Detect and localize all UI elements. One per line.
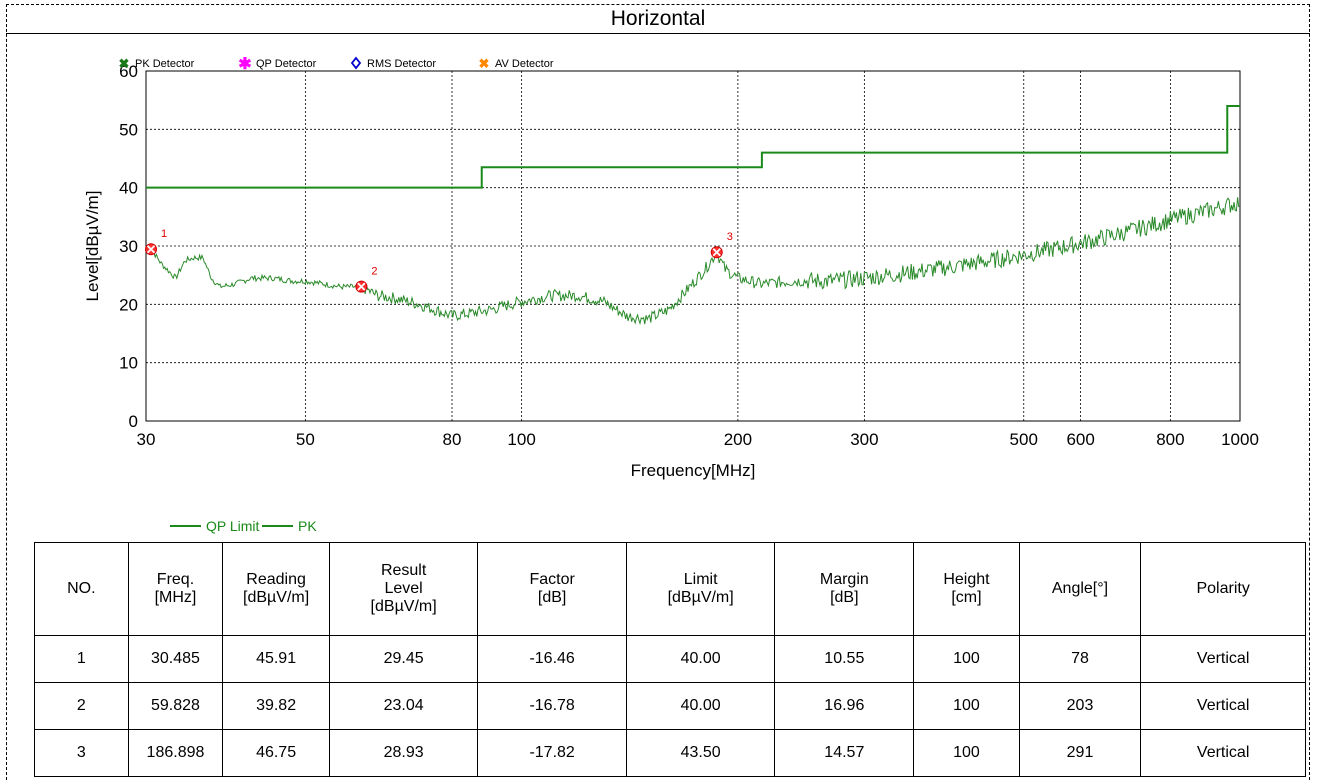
table-cell: 39.82 [222,682,330,730]
series-line-qp-limit [146,105,1240,189]
x-tick-label: 600 [1066,430,1094,449]
table-cell: Vertical [1140,682,1306,730]
table-body: 1 30.485 45.91 29.45 -16.46 40.00 10.55 100 78 Ve… [34,635,1306,777]
column-header: Reading [dBµV/m] [222,542,330,636]
column-header: Freq. [MHz] [127,542,224,636]
column-header: Limit [dBµV/m] [625,542,776,636]
table-cell: 203 [1018,682,1142,730]
column-header: NO. [34,542,129,636]
table-cell: 186.898 [127,729,224,777]
x-tick-label: 50 [296,430,315,449]
table-cell: -17.82 [477,729,627,777]
table-header-row: NO. Freq. [MHz] Reading [dBµV/m] Result Level[… [34,542,1306,636]
x-tick-label: 80 [443,430,462,449]
x-axis-label: Frequency[MHz] [631,461,756,480]
results-table: NO. Freq. [MHz] Reading [dBµV/m] Result Level[… [34,542,1306,777]
legend-label: PK [298,518,317,534]
legend-label: AV Detector [495,58,554,70]
plot-area [145,70,1241,422]
pk-detector-icon: ✖ [119,56,130,71]
x-tick-label: 1000 [1221,430,1259,449]
table-cell: 78 [1018,635,1142,683]
table-cell: Vertical [1140,729,1306,777]
table-cell: 100 [913,635,1020,683]
rms-detector-icon [350,56,362,70]
qp-detector-icon: ✱ [238,56,251,73]
peak-marker-label: 1 [161,228,167,240]
peak-marker-label: 2 [371,266,377,278]
x-tick-label: 800 [1156,430,1184,449]
table-cell: 10.55 [774,635,915,683]
column-header: Angle[°] [1018,542,1142,636]
table-cell: 30.485 [127,635,224,683]
column-header: Polarity [1140,542,1306,636]
y-tick-label: 20 [119,295,138,314]
table-cell: 291 [1018,729,1142,777]
table-cell: 14.57 [774,729,915,777]
y-tick-label: 50 [119,120,138,139]
av-detector-icon: ✖ [479,56,490,71]
y-tick-label: 30 [119,237,138,256]
y-tick-label: 40 [119,179,138,198]
legend-label: QP Detector [256,58,317,70]
y-tick-label: 0 [129,412,138,431]
table-cell: 40.00 [625,635,776,683]
y-axis-label: Level[dBµV/m] [83,191,102,302]
table-cell: -16.46 [477,635,627,683]
table-cell: 45.91 [222,635,330,683]
column-header: Factor [dB] [477,542,627,636]
x-tick-label: 300 [850,430,878,449]
peak-marker-cross [146,245,156,254]
legend-label: QP Limit [206,518,260,534]
table-cell: 46.75 [222,729,330,777]
x-tick-label: 30 [137,430,156,449]
table-cell: 3 [34,729,129,777]
series-line-pk [147,197,1240,326]
table-cell: 2 [34,682,129,730]
table-cell: 100 [913,682,1020,730]
emission-chart: 0 10 20 30 40 50 60 30 50 80 100 200 300 500 600 800 100… [83,56,1259,534]
table-row: 2 59.828 39.82 23.04 -16.78 40.00 16.96 100 203 V… [34,682,1306,730]
peak-marker-cross [357,282,366,291]
column-header: Height [cm] [913,542,1020,636]
peak-marker-cross [712,248,721,257]
table-row: 3 186.898 46.75 28.93 -17.82 43.50 14.57 100 291… [34,729,1306,777]
table-cell: Vertical [1140,635,1306,683]
report-frame [6,4,1310,780]
chart-title: Horizontal [6,4,1310,34]
table-cell: -16.78 [477,682,627,730]
table-cell: 1 [34,635,129,683]
table-cell: 28.93 [328,729,479,777]
table-cell: 23.04 [328,682,479,730]
table-cell: 59.828 [127,682,224,730]
table-cell: 29.45 [328,635,479,683]
x-tick-label: 500 [1010,430,1038,449]
column-header: Margin [dB] [774,542,915,636]
table-cell: 43.50 [625,729,776,777]
y-tick-label: 10 [119,354,138,373]
legend-label: RMS Detector [367,58,436,70]
table-row: 1 30.485 45.91 29.45 -16.46 40.00 10.55 100 78 Ve… [34,635,1306,683]
table-cell: 40.00 [625,682,776,730]
y-tick-label: 60 [119,62,138,81]
column-header: Result Level [dBµV/m] [328,542,479,636]
legend-label: PK Detector [135,58,195,70]
x-tick-label: 100 [507,430,535,449]
peak-marker-label: 3 [727,231,733,243]
x-tick-label: 200 [724,430,752,449]
table-cell: 100 [913,729,1020,777]
table-cell: 16.96 [774,682,915,730]
